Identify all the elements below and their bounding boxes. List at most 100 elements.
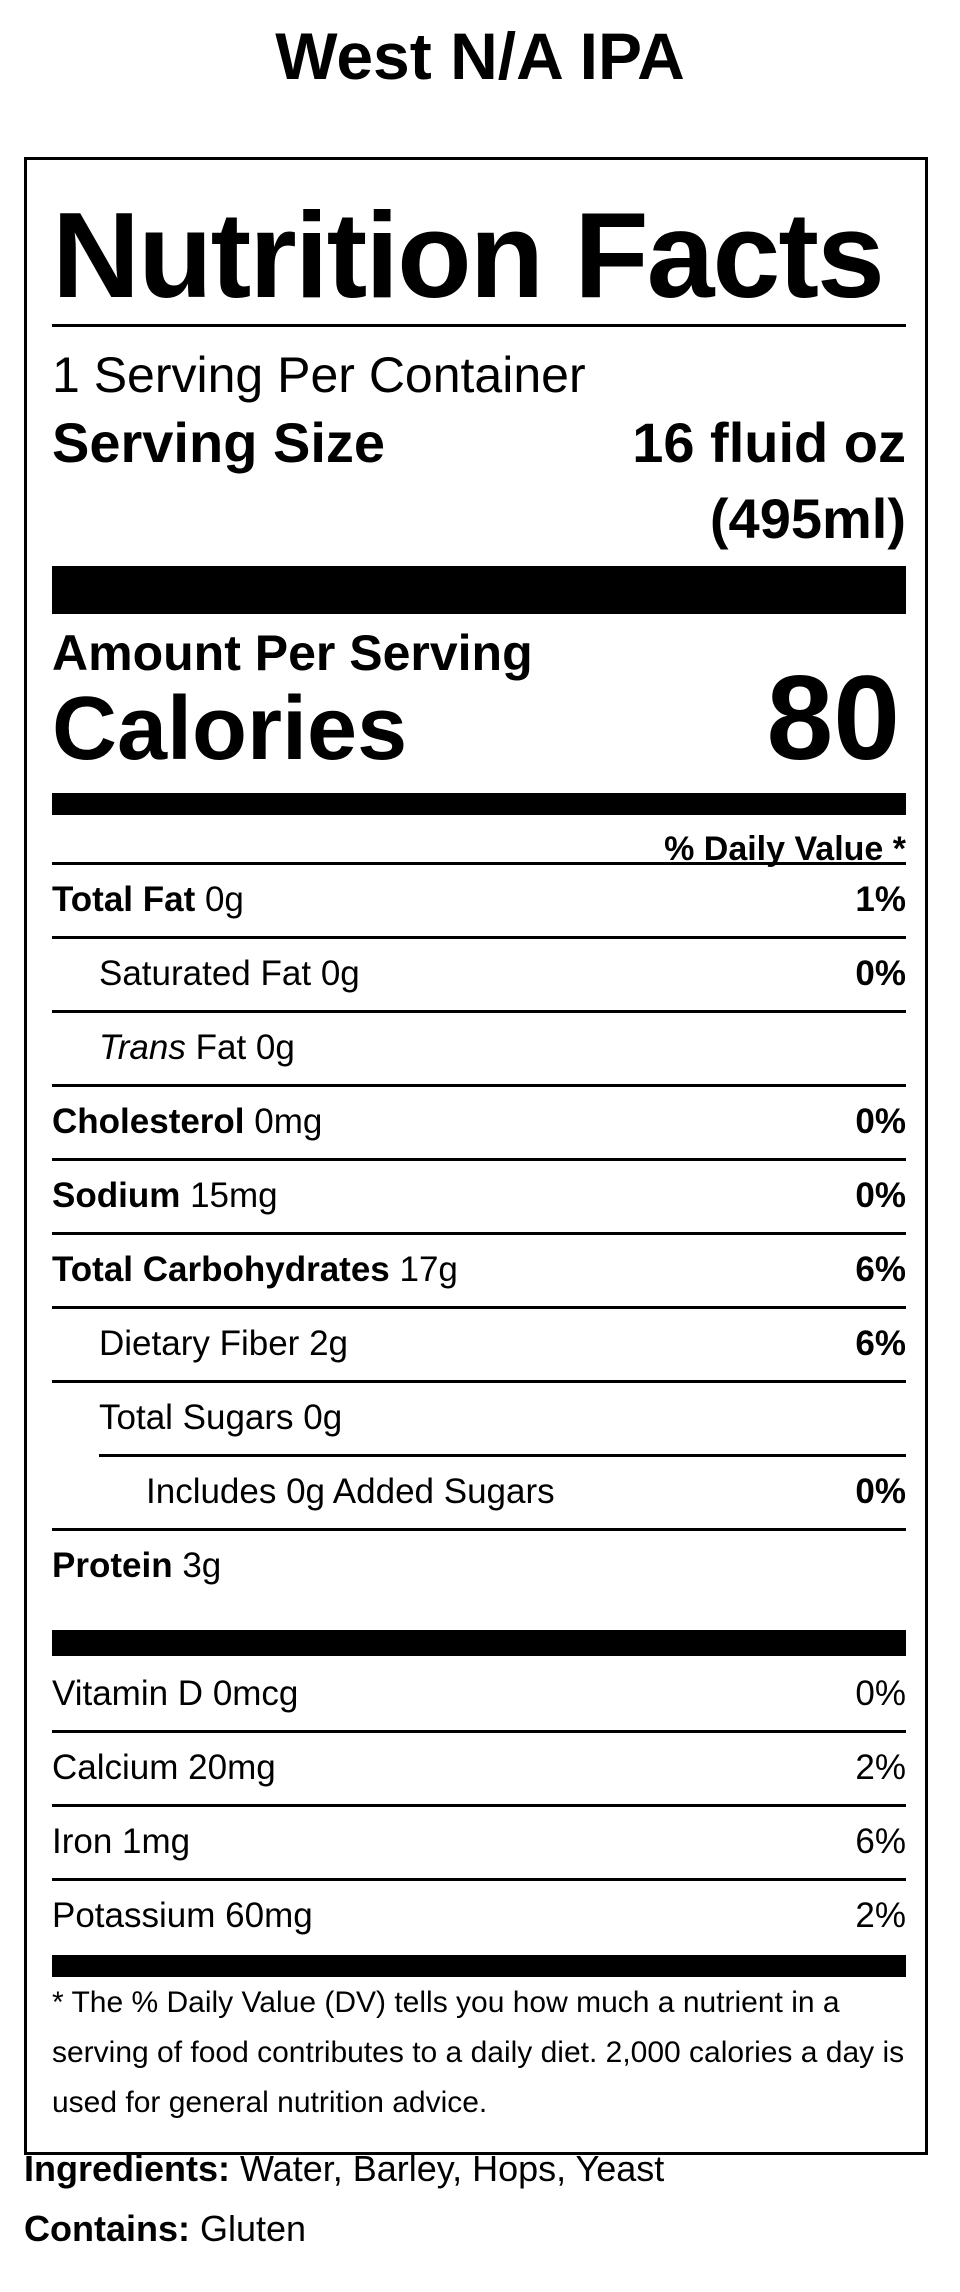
row-divider — [52, 1084, 906, 1087]
ingredients-line: Ingredients: Water, Barley, Hops, Yeast — [24, 2142, 664, 2196]
nutrient-bold-name: Protein — [52, 1546, 173, 1585]
nutrient-amount: 0g — [255, 1028, 295, 1067]
nutrient-amount: 3g — [182, 1546, 222, 1585]
nutrient-name: Trans Fat 0g — [99, 1012, 295, 1084]
row-divider — [52, 1306, 906, 1309]
nutrient-daily-value: 0% — [855, 954, 906, 993]
vitamin-name: Calcium 20mg — [52, 1732, 276, 1804]
nutrient-name: Total Carbohydrates 17g — [52, 1234, 458, 1306]
nutrient-name: Total Fat 0g — [52, 864, 244, 936]
servings-per-container: 1 Serving Per Container — [52, 347, 586, 403]
nutrient-row: Cholesterol 0mg 0% — [52, 1086, 906, 1158]
nutrient-bold-name: Cholesterol — [52, 1102, 245, 1141]
vitamin-row: Iron 1mg 6% — [52, 1806, 906, 1878]
daily-value-header: % Daily Value * — [664, 830, 906, 868]
nutrient-bold-name: Total Carbohydrates — [52, 1250, 390, 1289]
vitamin-name: Vitamin D 0mcg — [52, 1658, 298, 1730]
daily-value-footnote: * The % Daily Value (DV) tells you how m… — [52, 1986, 905, 2119]
nutrient-daily-value: 0% — [855, 1102, 906, 1141]
row-divider — [52, 1528, 906, 1531]
nutrient-amount: 0g — [320, 954, 360, 993]
nutrient-name: Saturated Fat 0g — [99, 938, 360, 1010]
vitamin-amount: 60mg — [225, 1896, 313, 1935]
nutrient-row: Trans Fat 0g — [99, 1012, 906, 1084]
product-title: West N/A IPA — [275, 19, 685, 93]
nutrient-row: Dietary Fiber 2g 6% — [99, 1308, 906, 1380]
vitamin-daily-value: 6% — [855, 1822, 906, 1861]
nutrient-name: Total Sugars 0g — [99, 1382, 342, 1454]
row-divider — [99, 1454, 906, 1457]
vitamin-amount: 0mcg — [212, 1674, 299, 1713]
nutrient-daily-value: 6% — [855, 1250, 906, 1289]
vitamin-amount: 1mg — [122, 1822, 191, 1861]
vitamin-daily-value: 0% — [855, 1674, 906, 1713]
row-divider — [52, 1878, 906, 1881]
row-divider — [52, 862, 906, 865]
nutrient-plain-name: Total Sugars — [99, 1398, 294, 1437]
divider-thin — [52, 324, 906, 327]
vitamin-label: Iron — [52, 1822, 113, 1861]
nutrient-daily-value: 1% — [855, 880, 906, 919]
serving-size-label: Serving Size — [52, 411, 386, 474]
ingredients-label: Ingredients: — [24, 2148, 231, 2189]
divider-thick — [52, 566, 906, 614]
vitamin-label: Calcium — [52, 1748, 179, 1787]
row-divider — [52, 1380, 906, 1383]
serving-size-value-oz: 16 fluid oz — [632, 411, 906, 474]
nutrient-row: Total Carbohydrates 17g 6% — [52, 1234, 906, 1306]
contains-text: Gluten — [200, 2208, 307, 2249]
nutrient-name: Sodium 15mg — [52, 1160, 278, 1232]
nutrient-daily-value: 6% — [855, 1324, 906, 1363]
divider-medium — [52, 793, 906, 815]
nutrient-plain-name: Dietary Fiber — [99, 1324, 300, 1363]
nutrient-amount: 2g — [309, 1324, 348, 1363]
vitamin-name: Iron 1mg — [52, 1806, 190, 1878]
row-divider — [52, 936, 906, 939]
nutrient-row: Total Sugars 0g — [99, 1382, 906, 1454]
nutrient-row: Saturated Fat 0g 0% — [99, 938, 906, 1010]
nutrient-daily-value: 0% — [855, 1176, 906, 1215]
row-divider — [52, 1232, 906, 1235]
row-divider — [52, 1158, 906, 1161]
vitamin-name: Potassium 60mg — [52, 1880, 313, 1952]
nutrition-facts-panel: Nutrition Facts 1 Serving Per Container … — [24, 157, 928, 2155]
ingredients-text: Water, Barley, Hops, Yeast — [240, 2148, 665, 2189]
vitamin-daily-value: 2% — [855, 1748, 906, 1787]
nutrient-name: Includes 0g Added Sugars — [146, 1456, 555, 1528]
amount-per-serving: Amount Per Serving — [52, 625, 533, 681]
vitamin-daily-value: 2% — [855, 1896, 906, 1935]
divider-medium — [52, 1955, 906, 1977]
nutrient-plain-name: Fat — [195, 1028, 247, 1067]
vitamin-row: Vitamin D 0mcg 0% — [52, 1658, 906, 1730]
calories-label: Calories — [52, 679, 408, 779]
nutrient-bold-name: Sodium — [52, 1176, 181, 1215]
serving-size-row: Serving Size 16 fluid oz (495ml) — [52, 405, 906, 550]
nutrient-plain-name: Includes 0g Added Sugars — [146, 1472, 555, 1511]
nutrient-row: Includes 0g Added Sugars 0% — [146, 1456, 906, 1528]
vitamin-label: Vitamin D — [52, 1674, 204, 1713]
vitamin-row: Potassium 60mg 2% — [52, 1880, 906, 1952]
row-divider — [52, 1010, 906, 1013]
vitamin-label: Potassium — [52, 1896, 216, 1935]
nutrient-amount: 0g — [204, 880, 244, 919]
vitamin-row: Calcium 20mg 2% — [52, 1732, 906, 1804]
divider-medium — [52, 1630, 906, 1656]
nutrient-daily-value: 0% — [855, 1472, 906, 1511]
nutrient-row: Sodium 15mg 0% — [52, 1160, 906, 1232]
nutrient-amount: 0mg — [254, 1102, 323, 1141]
nutrient-amount: 0g — [303, 1398, 343, 1437]
contains-line: Contains: Gluten — [24, 2202, 306, 2256]
nutrient-row: Total Fat 0g 1% — [52, 864, 906, 936]
row-divider — [52, 1730, 906, 1733]
vitamin-amount: 20mg — [188, 1748, 276, 1787]
nutrient-name: Dietary Fiber 2g — [99, 1308, 348, 1380]
nutrient-row: Protein 3g — [52, 1530, 906, 1602]
nutrient-amount: 15mg — [190, 1176, 278, 1215]
nutrient-bold-name: Total Fat — [52, 880, 196, 919]
nutrition-facts-heading: Nutrition Facts — [52, 187, 885, 323]
nutrient-plain-name: Saturated Fat — [99, 954, 312, 993]
serving-size-value: 16 fluid oz (495ml) — [632, 405, 906, 557]
nutrient-italic-name: Trans — [99, 1028, 186, 1067]
nutrient-name: Cholesterol 0mg — [52, 1086, 322, 1158]
calories-value: 80 — [766, 651, 900, 785]
